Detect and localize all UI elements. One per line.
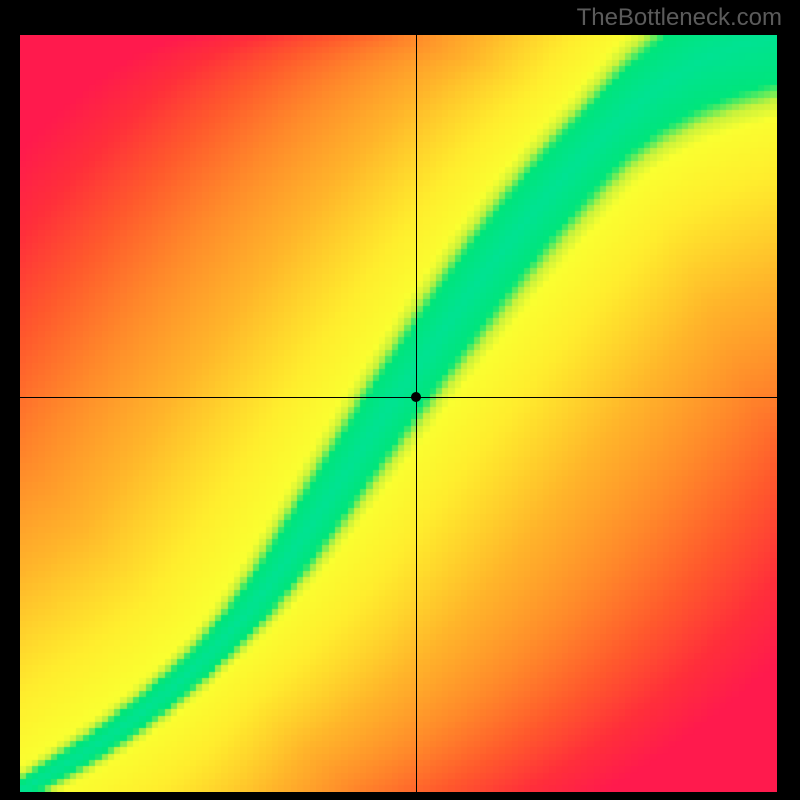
heatmap-canvas <box>20 35 777 792</box>
heatmap-plot <box>20 35 777 792</box>
crosshair-vertical <box>416 35 417 792</box>
watermark-text: TheBottleneck.com <box>577 4 782 32</box>
crosshair-dot <box>411 392 421 402</box>
crosshair-horizontal <box>20 397 777 398</box>
